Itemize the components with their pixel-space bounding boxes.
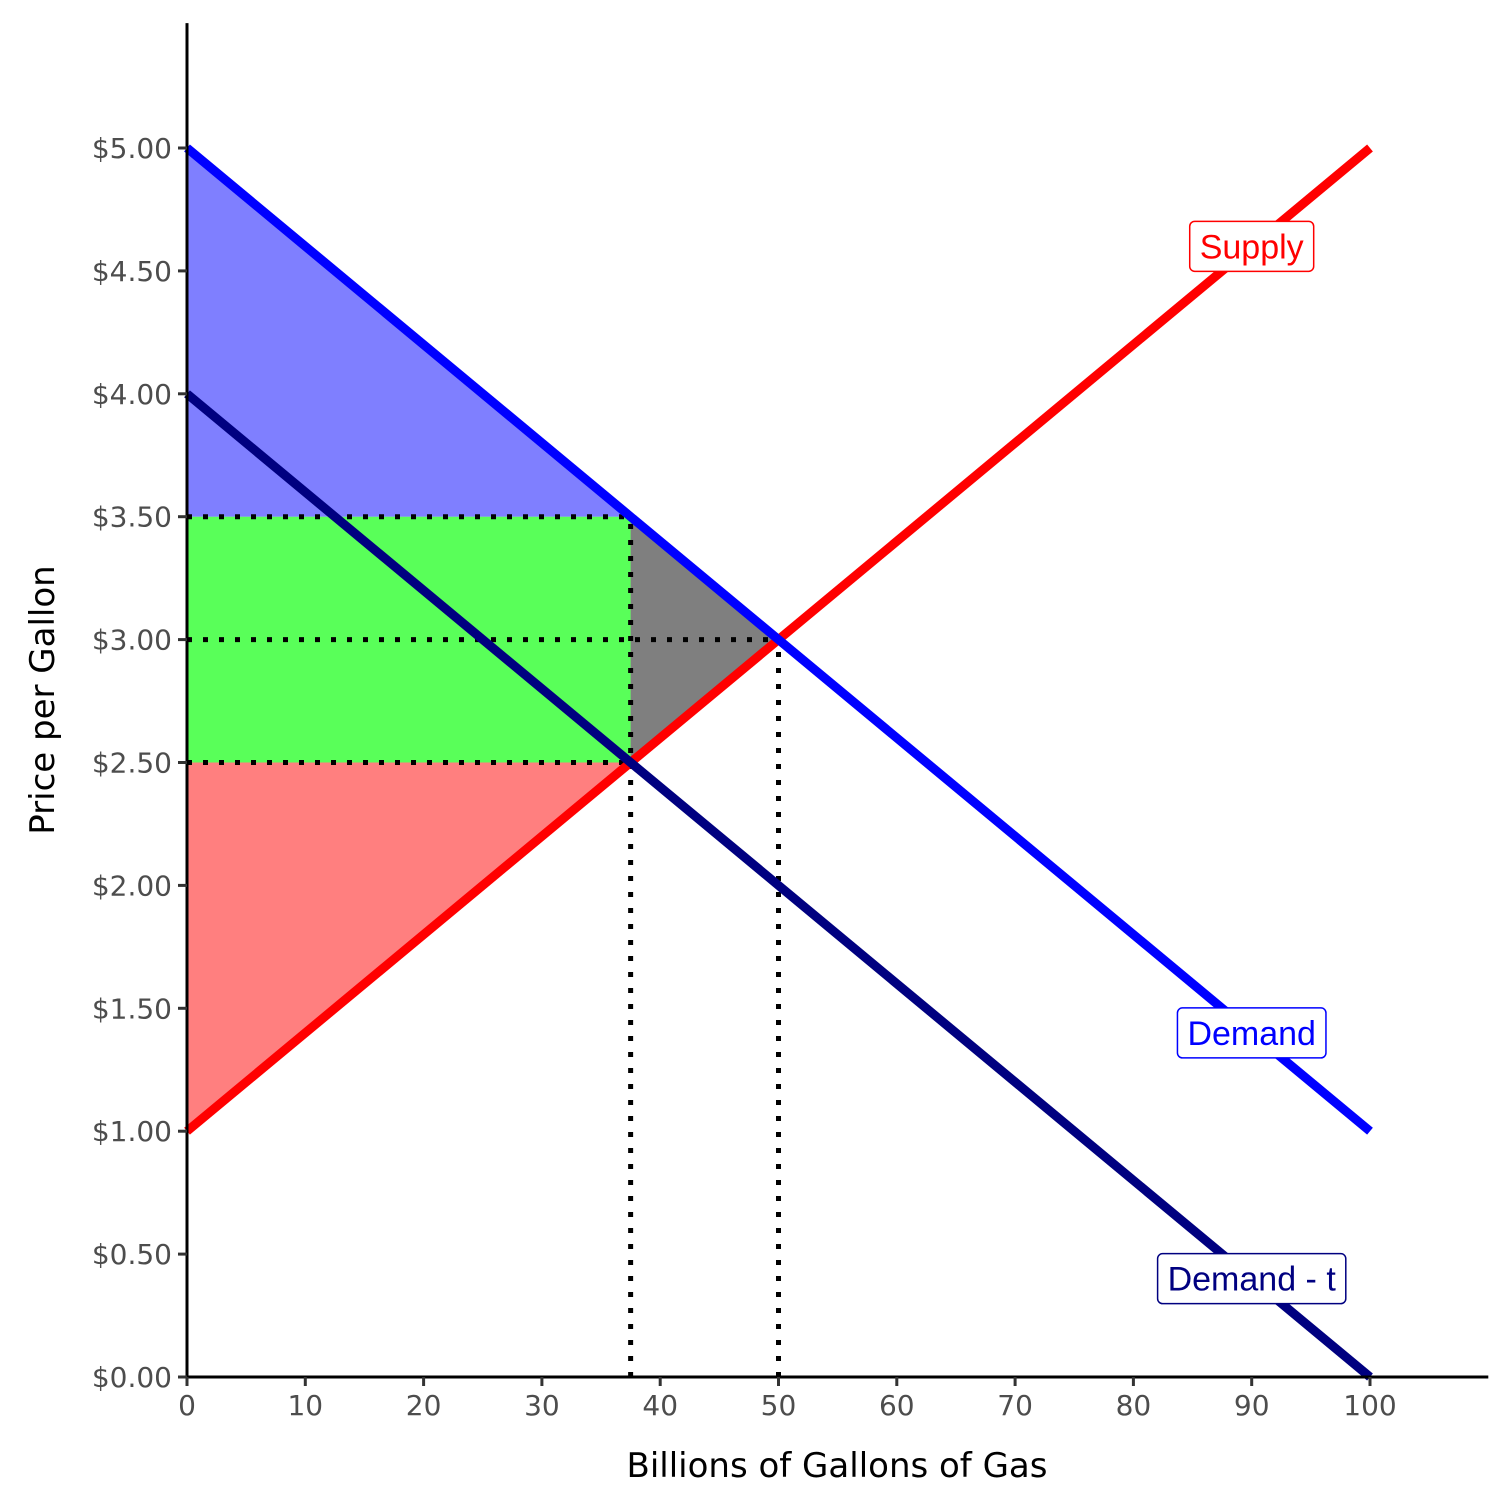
curve-label-text: Supply (1200, 228, 1304, 266)
x-tick-label: 90 (1234, 1389, 1270, 1422)
y-tick-label: $2.50 (92, 747, 172, 780)
series-line-1 (184, 144, 1373, 1135)
x-tick-label: 70 (997, 1389, 1033, 1422)
x-tick-label: 30 (524, 1389, 560, 1422)
region-1 (187, 516, 631, 763)
curve-label-text: Demand (1187, 1015, 1316, 1053)
x-tick-label: 0 (178, 1389, 196, 1422)
y-tick-label: $5.00 (92, 132, 172, 165)
y-tick-label: $0.00 (92, 1361, 172, 1394)
region-3 (630, 516, 779, 763)
curve-label-1: Demand (1176, 1007, 1327, 1059)
x-tick-label: 80 (1116, 1389, 1152, 1422)
y-tick-label: $3.00 (92, 624, 172, 657)
x-tick-label: 60 (879, 1389, 915, 1422)
y-tick-label: $0.50 (92, 1238, 172, 1271)
y-axis-title: Price per Gallon (23, 565, 63, 834)
curve-labels: Supply Demand Demand - t (1156, 220, 1347, 1305)
y-tick-label: $4.00 (92, 378, 172, 411)
x-tick-label: 20 (406, 1389, 442, 1422)
curve-label-text: Demand - t (1168, 1261, 1337, 1299)
series-line-2 (184, 390, 1373, 1381)
curves (184, 144, 1373, 1381)
y-tick-label: $4.50 (92, 255, 172, 288)
curve-label-box (1176, 1007, 1327, 1059)
axes (185, 23, 1489, 1379)
y-tick-label: $1.00 (92, 1115, 172, 1148)
curve-label-2: Demand - t (1156, 1252, 1347, 1305)
y-tick-label: $2.00 (92, 869, 172, 902)
curve-label-0: Supply (1188, 220, 1315, 273)
y-tick-label: $3.50 (92, 501, 172, 534)
x-tick-label: 10 (287, 1389, 323, 1422)
y-tick-label: $1.50 (92, 992, 172, 1025)
x-axis-title: Billions of Gallons of Gas (627, 1446, 1048, 1486)
x-tick-label: 40 (642, 1389, 678, 1422)
x-tick-label: 100 (1343, 1389, 1396, 1422)
reference-lines (187, 514, 781, 1377)
curve-label-box (1188, 220, 1315, 273)
curve-label-box (1156, 1252, 1347, 1305)
ticks: 0 10 20 30 40 50 60 70 80 90 100 $0.00 $0.50 $1.00 $1.… (92, 132, 1397, 1422)
x-tick-label: 50 (761, 1389, 797, 1422)
